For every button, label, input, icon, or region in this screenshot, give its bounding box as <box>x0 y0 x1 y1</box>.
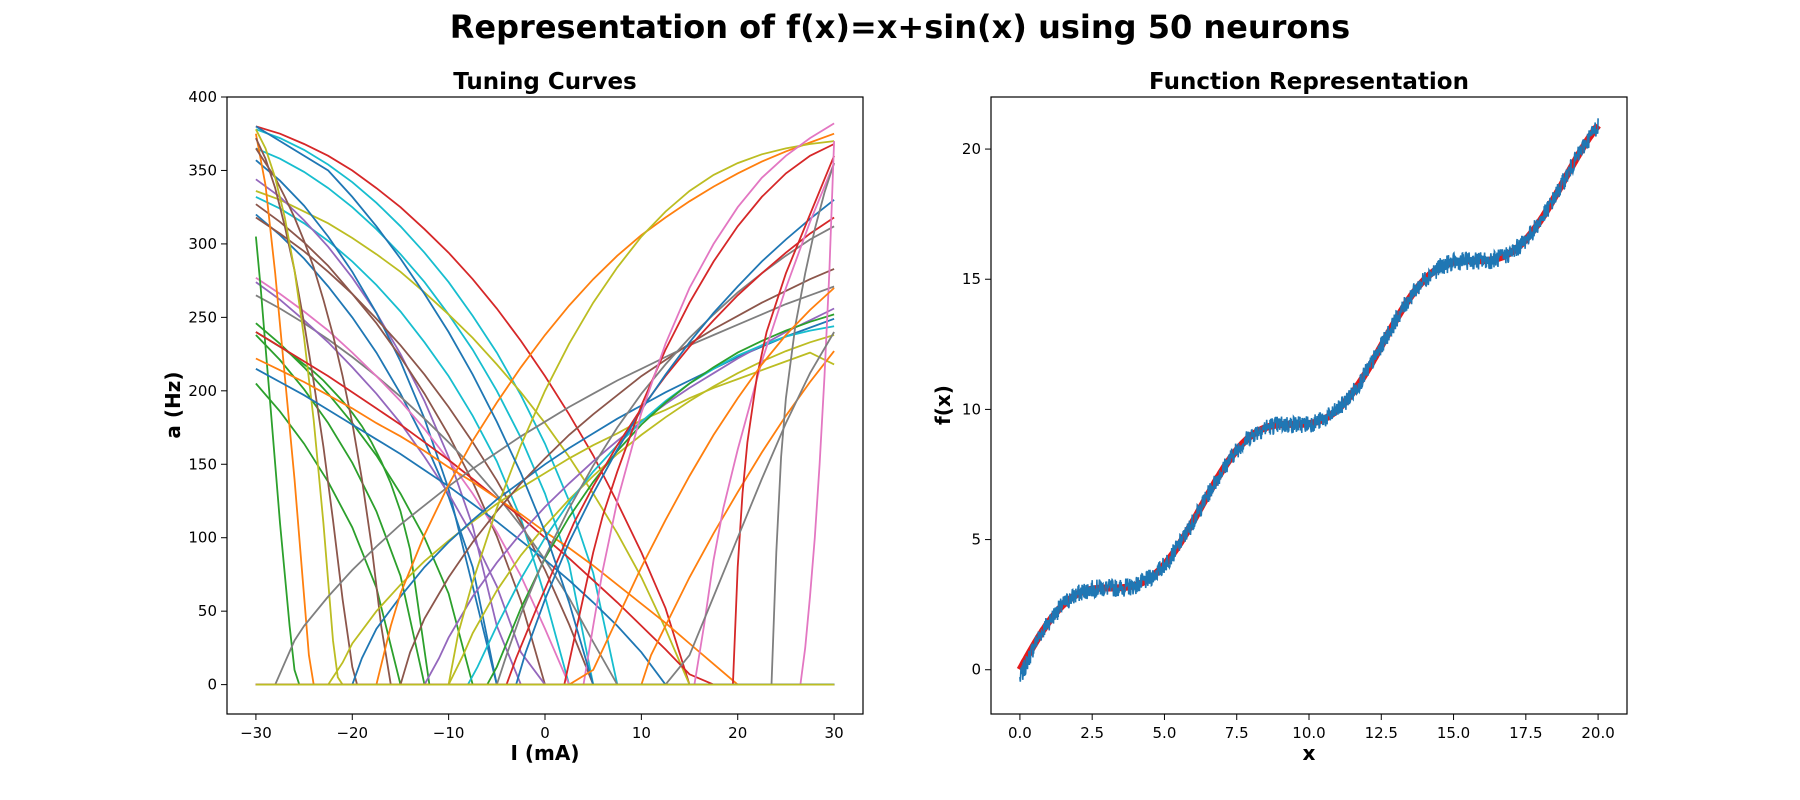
tuning-curve-41 <box>255 122 835 686</box>
tuning-curves-panel: Tuning Curves −30 −20 −10 0 10 20 30 0 50 100 150… <box>161 69 864 765</box>
tuning-curves-lines <box>255 122 835 686</box>
tuning-curve-30 <box>255 268 835 686</box>
x-tick-label: 2.5 <box>1080 724 1104 742</box>
tuning-curve-39 <box>255 199 835 686</box>
function-representation-x-ticks: 0.0 2.5 5.0 7.5 10.0 12.5 15.0 17.5 20.0 <box>1008 714 1615 742</box>
decoded-function-line <box>1019 118 1599 682</box>
y-tick-label: 100 <box>188 529 217 547</box>
tuning-curve-36 <box>255 140 835 686</box>
tuning-curve-28 <box>255 351 835 686</box>
function-representation-y-ticks: 0 5 10 15 20 <box>962 140 991 679</box>
x-tick-label: 10 <box>632 724 651 742</box>
tuning-curve-35 <box>255 132 835 686</box>
tuning-curve-6 <box>255 178 835 686</box>
function-representation-title: Function Representation <box>1149 69 1469 95</box>
tuning-curves-title: Tuning Curves <box>453 69 637 95</box>
x-tick-label: −10 <box>433 724 465 742</box>
figure-title: Representation of f(x)=x+sin(x) using 50… <box>450 8 1350 46</box>
y-tick-label: 50 <box>198 602 217 620</box>
function-representation-axes-frame <box>990 96 1628 715</box>
tuning-curve-13 <box>255 281 835 686</box>
y-tick-label: 250 <box>188 308 217 326</box>
x-tick-label: 12.5 <box>1365 724 1398 742</box>
y-tick-label: 400 <box>188 88 217 106</box>
x-tick-label: 30 <box>825 724 844 742</box>
x-tick-label: 15.0 <box>1437 724 1470 742</box>
y-tick-label: 350 <box>188 161 217 179</box>
tuning-curve-12 <box>255 276 835 686</box>
tuning-curve-45 <box>255 162 835 686</box>
function-representation-y-label: f(x) <box>931 385 955 425</box>
x-tick-label: 10.0 <box>1292 724 1325 742</box>
y-tick-label: 0 <box>971 661 981 679</box>
y-tick-label: 300 <box>188 235 217 253</box>
tuning-curves-y-label: a (Hz) <box>161 371 185 438</box>
tuning-curves-y-ticks: 0 50 100 150 200 250 300 350 400 <box>188 88 227 694</box>
function-representation-panel: Function Representation 0.0 2.5 5.0 7.5 10.0… <box>931 69 1628 765</box>
x-tick-label: −30 <box>240 724 272 742</box>
tuning-curve-44 <box>255 155 835 686</box>
y-tick-label: 15 <box>962 270 981 288</box>
x-tick-label: 0.0 <box>1008 724 1032 742</box>
tuning-curve-33 <box>255 325 835 686</box>
tuning-curve-46 <box>255 141 835 686</box>
tuning-curves-x-label: I (mA) <box>510 741 579 765</box>
function-representation-lines <box>1016 118 1601 682</box>
y-tick-label: 200 <box>188 382 217 400</box>
y-tick-label: 0 <box>207 676 217 694</box>
x-tick-label: −20 <box>336 724 368 742</box>
x-tick-label: 7.5 <box>1225 724 1249 742</box>
x-tick-label: 0 <box>540 724 550 742</box>
y-tick-label: 20 <box>962 140 981 158</box>
x-tick-label: 17.5 <box>1509 724 1542 742</box>
function-representation-x-label: x <box>1303 741 1316 765</box>
x-tick-label: 5.0 <box>1153 724 1177 742</box>
y-tick-label: 150 <box>188 455 217 473</box>
x-tick-label: 20 <box>728 724 747 742</box>
tuning-curve-43 <box>255 162 835 686</box>
tuning-curve-25 <box>255 357 835 686</box>
x-tick-label: 20.0 <box>1581 724 1614 742</box>
tuning-curves-x-ticks: −30 −20 −10 0 10 20 30 <box>240 714 844 742</box>
y-tick-label: 5 <box>971 531 981 549</box>
y-tick-label: 10 <box>962 400 981 418</box>
tuning-curve-37 <box>255 225 835 686</box>
tuning-curve-27 <box>255 285 835 686</box>
